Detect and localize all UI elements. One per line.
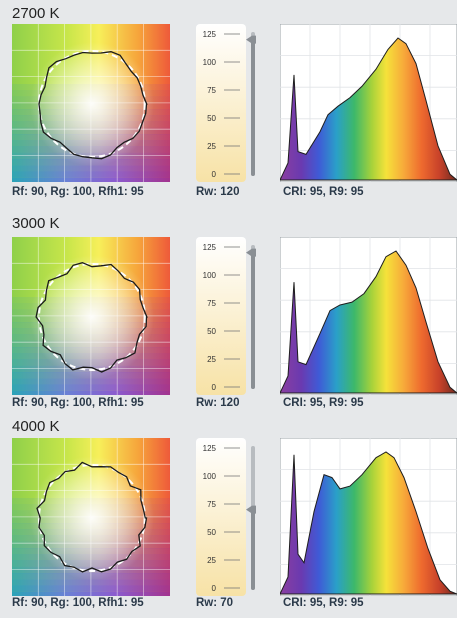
spectrum-plot — [280, 237, 457, 395]
gauge-tick-label: 0 — [212, 170, 217, 179]
color-gamut-plot — [12, 438, 170, 596]
gauge-tick-label: 0 — [212, 383, 217, 392]
gauge-tick-label: 75 — [207, 86, 216, 95]
gauge-tick-label: 100 — [203, 472, 217, 481]
gauge-tick-label: 0 — [212, 584, 217, 593]
gauge-pointer — [246, 505, 256, 514]
color-gamut-plot — [12, 24, 170, 182]
gauge-tick-label: 125 — [203, 243, 217, 252]
test-gamut-outline — [36, 461, 148, 573]
gamut-metrics-label: Rf: 90, Rg: 100, Rfh1: 95 — [12, 397, 144, 409]
gauge-tick-label: 25 — [207, 556, 216, 565]
rw-gauge: 125 100 75 50 25 0 — [196, 438, 256, 596]
gauge-scale-bg — [196, 24, 246, 182]
gauge-tick-label: 125 — [203, 444, 217, 453]
gauge-tick-label: 75 — [207, 299, 216, 308]
spectrum-plot — [280, 438, 457, 596]
gauge-scale-bg — [196, 438, 246, 596]
gauge-tick-label: 50 — [207, 327, 216, 336]
rw-gauge: 125 100 75 50 25 0 — [196, 24, 256, 182]
gauge-tick-label: 125 — [203, 30, 217, 39]
gauge-tick-label: 100 — [203, 58, 217, 67]
rw-gauge: 125 100 75 50 25 0 — [196, 237, 256, 395]
gauge-level — [251, 252, 255, 389]
gauge-tick-label: 25 — [207, 355, 216, 364]
test-gamut-outline — [38, 51, 148, 160]
gauge-pointer — [246, 248, 256, 257]
reference-circle — [38, 263, 146, 371]
gauge-level — [251, 39, 255, 176]
test-gamut-outline — [35, 262, 148, 373]
spectrum-plot — [280, 24, 457, 182]
cct-title: 2700 K — [12, 5, 60, 22]
cri-label: CRI: 95, R9: 95 — [283, 186, 364, 198]
rw-label: Rw: 120 — [196, 397, 240, 409]
cct-title: 3000 K — [12, 215, 60, 232]
spectrum-curve — [280, 37, 457, 181]
gauge-level — [251, 509, 255, 590]
reference-circle — [38, 50, 146, 158]
gauge-scale-bg — [196, 237, 246, 395]
gauge-tick-label: 100 — [203, 271, 217, 280]
cri-label: CRI: 95, R9: 95 — [283, 597, 364, 609]
panel-3000k: 3000 K 125 100 75 50 25 0 Rf: 90, Rg: 100, Rf… — [0, 207, 457, 411]
panel-4000k: 4000 K 125 100 75 50 25 0 Rf: 90, Rg: 100, Rf… — [0, 414, 457, 618]
rw-label: Rw: 70 — [196, 597, 234, 609]
gamut-metrics-label: Rf: 90, Rg: 100, Rfh1: 95 — [12, 597, 144, 609]
gauge-pointer — [246, 35, 256, 44]
gauge-tick-label: 50 — [207, 114, 216, 123]
panel-2700k: 2700 K 125 100 75 50 25 0 Rf: 90, Rg: 100, Rf… — [0, 0, 457, 204]
gauge-tick-label: 50 — [207, 528, 216, 537]
gauge-tick-label: 75 — [207, 500, 216, 509]
gamut-metrics-label: Rf: 90, Rg: 100, Rfh1: 95 — [12, 186, 144, 198]
spectrum-curve — [280, 451, 457, 595]
cri-label: CRI: 95, R9: 95 — [283, 397, 364, 409]
gauge-tick-label: 25 — [207, 142, 216, 151]
color-gamut-plot — [12, 237, 170, 395]
cct-title: 4000 K — [12, 418, 60, 435]
rw-label: Rw: 120 — [196, 186, 240, 198]
spectrum-curve — [280, 250, 457, 394]
